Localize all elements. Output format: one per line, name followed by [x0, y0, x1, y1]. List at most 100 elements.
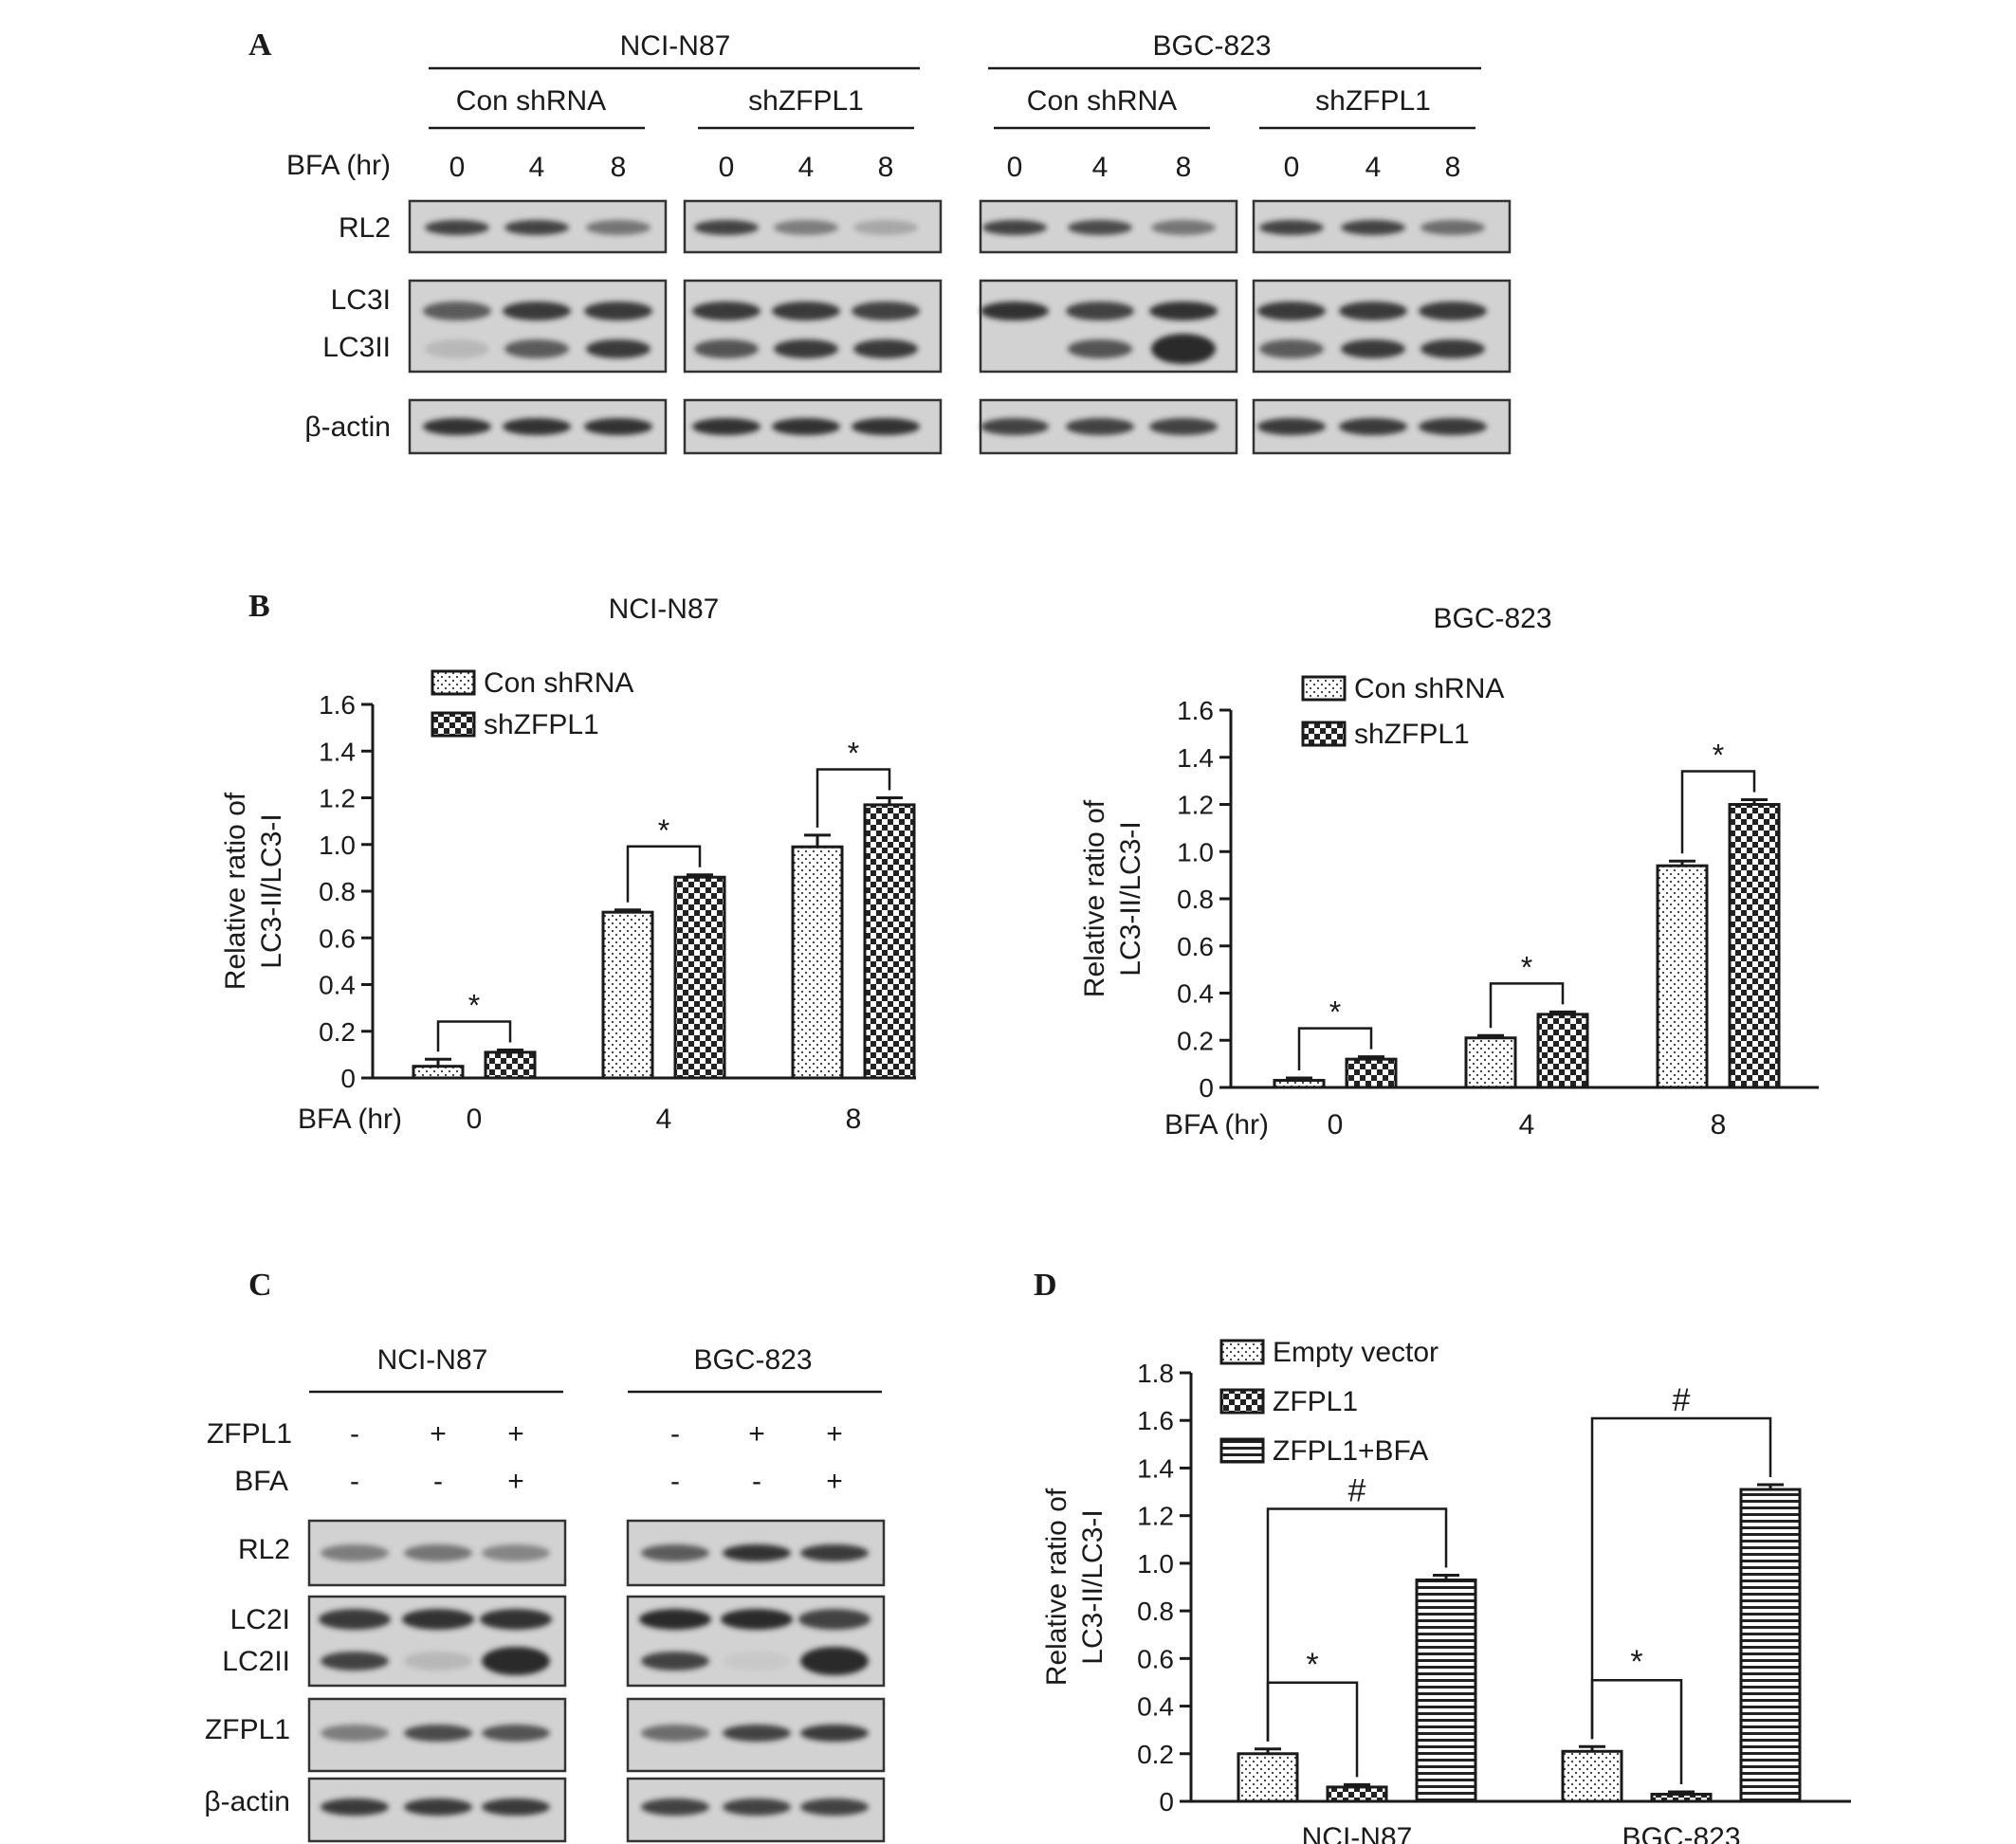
bar: [1728, 803, 1781, 1089]
a-lane-labels: 0 4 8 0 4 8 0 4 8 0 4 8: [449, 152, 1461, 183]
a-group-label: Con shRNA: [456, 85, 606, 117]
c-sign-bfa: -: [670, 1466, 680, 1497]
c-condition-signs: - - + - + + - - + - + +: [350, 1418, 843, 1497]
a-0-lc3-band: [504, 339, 569, 358]
c-sign-bfa: +: [507, 1466, 524, 1497]
c-1-actin-band: [641, 1798, 709, 1816]
a-row-label-lc3ii: LC3II: [322, 332, 391, 363]
a-0-rl2-band: [425, 220, 489, 235]
significance-mark: #: [1673, 1382, 1691, 1418]
bar: [1273, 1079, 1326, 1089]
c-sign-bfa: -: [752, 1466, 761, 1497]
x-axis-label: BFA (hr): [298, 1104, 402, 1135]
c-row-label-beta-actin: β-actin: [204, 1786, 290, 1817]
significance-bracket: [1297, 1027, 1373, 1071]
y-tick-label: 1.0: [319, 831, 356, 860]
y-tick-label: 1.6: [1137, 1406, 1174, 1435]
significance-bracket: [626, 845, 702, 903]
legend-label: shZFPL1: [484, 709, 599, 740]
y-axis-label-line: Relative ratio of: [1041, 1488, 1072, 1686]
legend-label: shZFPL1: [1354, 719, 1470, 750]
y-axis-label-line: Relative ratio of: [1079, 799, 1110, 997]
a-0-actin-band: [423, 418, 491, 435]
c-0-lc2-band: [402, 1609, 474, 1630]
c-row-label-lc2i: LC2I: [230, 1604, 290, 1635]
y-tick-label: 0.6: [1177, 932, 1214, 961]
y-tick-label: 0.8: [1177, 885, 1214, 914]
bar: [484, 1050, 537, 1080]
c-0-lc2-band: [480, 1609, 552, 1630]
significance-mark: #: [1348, 1472, 1366, 1508]
a-1-rl2-band: [774, 220, 838, 235]
significance-mark: *: [1329, 995, 1341, 1030]
bar: [1237, 1752, 1299, 1803]
panel-c-western-blot: C NCI-N87 BGC-823 ZFPL1 BFA - - + - + + - - + - + +…: [204, 1268, 886, 1843]
a-group-label: shZFPL1: [748, 85, 864, 117]
a-lane-label: 4: [1092, 152, 1109, 183]
a-lane-label: 4: [798, 152, 815, 183]
y-tick-label: 1.0: [1177, 837, 1214, 867]
a-1-lc3-band: [852, 301, 920, 320]
legend-label: ZFPL1+BFA: [1273, 1435, 1428, 1467]
a-3-lc3-band: [1259, 339, 1324, 358]
significance-bracket: [1590, 1416, 1772, 1740]
y-tick-label: 0: [1199, 1073, 1214, 1103]
c-1-zfpl1-band: [641, 1725, 709, 1742]
a-1-rl2-band: [694, 220, 759, 235]
legend-swatch: [1219, 1388, 1265, 1415]
bar: [1415, 1578, 1477, 1803]
y-tick-label: 0.2: [1177, 1026, 1214, 1055]
bar: [601, 910, 654, 1080]
y-tick-label: 1.2: [1177, 791, 1214, 820]
legend-swatch: [431, 711, 476, 738]
significance-mark: *: [658, 813, 669, 848]
y-tick-label: 0.4: [1137, 1692, 1174, 1722]
c-0-actin-band: [321, 1798, 389, 1816]
legend-swatch: [1301, 675, 1347, 702]
a-3-lc3-band: [1420, 339, 1485, 358]
a-0-lc3-band: [425, 339, 489, 358]
panel-a-western-blot: A NCI-N87 BGC-823 Con shRNA shZFPL1 Con …: [248, 27, 1512, 455]
significance-bracket: [1266, 1507, 1448, 1742]
bar: [1656, 864, 1709, 1089]
a-lane-label: 0: [1007, 152, 1023, 183]
panel-b-letter: B: [248, 589, 270, 624]
y-tick-label: 0: [1159, 1787, 1174, 1817]
a-lane-label: 8: [611, 152, 627, 183]
c-1-zfpl1-band: [723, 1725, 791, 1742]
a-row-label-beta-actin: β-actin: [304, 411, 391, 443]
panel-d-letter: D: [1034, 1268, 1057, 1303]
a-3-lc3-band: [1257, 301, 1326, 320]
c-1-rl2-band: [800, 1544, 869, 1561]
a-row-label-rl2: RL2: [339, 212, 391, 244]
a-3-actin-band: [1339, 418, 1407, 435]
bar: [1536, 1013, 1589, 1089]
a-0-actin-band: [584, 418, 652, 435]
c-0-zfpl1-band: [321, 1725, 389, 1742]
y-tick-label: 0.8: [1137, 1597, 1174, 1626]
legend-label: Con shRNA: [484, 667, 633, 699]
c-0-lc2-band: [319, 1609, 391, 1630]
x-tick-label: 4: [656, 1104, 672, 1135]
c-1-lc2-band: [723, 1652, 791, 1671]
a-bfa-label: BFA (hr): [286, 150, 391, 181]
a-3-actin-band: [1419, 418, 1487, 435]
a-2-lc3-band: [1149, 301, 1218, 320]
a-2-actin-band: [1066, 418, 1134, 435]
c-condition-label-zfpl1: ZFPL1: [207, 1418, 292, 1450]
significance-bracket: [436, 1020, 512, 1052]
c-row-label-rl2: RL2: [238, 1534, 290, 1565]
c-1-actin-band: [800, 1798, 869, 1816]
chart-zfpl1-overexpression: 0 0.2 0.4 0.6 0.8 1.0 1.2 1.4 1.6 1.8 Relative rat…: [1041, 1337, 1851, 1844]
x-axis-label: BFA (hr): [1164, 1109, 1269, 1141]
c-1-lc2-band: [798, 1609, 871, 1630]
a-1-actin-band: [772, 418, 840, 435]
significance-bracket: [816, 768, 891, 828]
y-axis-label-line: Relative ratio of: [220, 792, 251, 990]
y-tick-label: 0.6: [319, 923, 356, 953]
y-tick-label: 0: [340, 1064, 356, 1093]
bar: [1326, 1785, 1388, 1803]
a-2-rl2-band: [1068, 220, 1132, 235]
significance-bracket: [1489, 982, 1565, 1029]
c-0-rl2-band: [482, 1544, 550, 1561]
